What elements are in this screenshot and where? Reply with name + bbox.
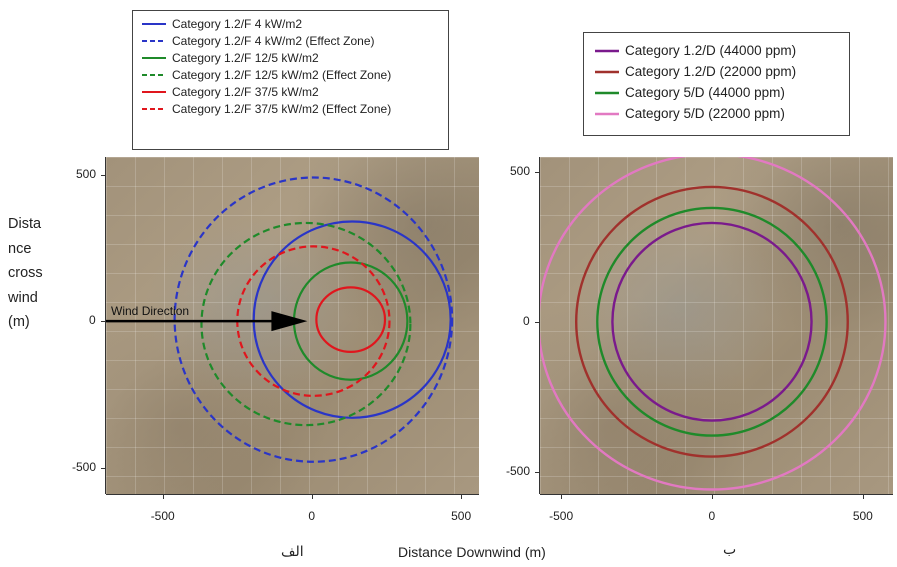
y-axis-line — [105, 157, 106, 494]
legend-label: Category 5/D (22000 ppm) — [625, 106, 785, 121]
legend-entry: Category 5/D (44000 ppm) — [594, 82, 843, 103]
legend-entry: Category 1.2/F 4 kW/m2 (Effect Zone) — [141, 32, 442, 49]
y-axis-label-line: wind — [8, 289, 38, 306]
x-tick-mark — [561, 494, 563, 499]
right-plot-area — [540, 157, 893, 494]
legend-label: Category 1.2/F 12/5 kW/m2 (Effect Zone) — [172, 67, 392, 82]
legend-label: Category 1.2/F 37/5 kW/m2 (Effect Zone) — [172, 101, 392, 116]
right-legend: Category 1.2/D (44000 ppm) Category 1.2/D… — [583, 32, 850, 136]
legend-label: Category 1.2/F 37/5 kW/m2 — [172, 84, 319, 99]
legend-entry: Category 1.2/F 12/5 kW/m2 — [141, 49, 442, 66]
x-axis-line — [540, 494, 893, 495]
legend-swatch — [142, 39, 166, 42]
series-contour-4 — [200, 221, 412, 427]
legend-label: Category 1.2/D (22000 ppm) — [625, 64, 797, 79]
x-tick-label: 0 — [308, 509, 316, 523]
series-contour-1 — [611, 221, 813, 422]
legend-entry: Category 1.2/F 12/5 kW/m2 (Effect Zone) — [141, 66, 442, 83]
x-tick-label: 500 — [451, 509, 472, 523]
legend-swatch — [595, 70, 619, 73]
x-tick-label: -500 — [150, 509, 175, 523]
y-axis-line — [539, 157, 540, 494]
legend-swatch — [595, 112, 619, 115]
y-tick-mark — [535, 321, 540, 323]
legend-swatch — [142, 22, 166, 25]
left-plot-svg — [106, 176, 454, 463]
y-axis-label-line: nce — [8, 240, 32, 257]
panel-label-left: الف — [281, 543, 304, 559]
x-tick-mark — [311, 494, 313, 499]
y-tick-mark — [535, 171, 540, 173]
y-tick-label: -500 — [506, 463, 531, 478]
x-tick-mark — [711, 494, 713, 499]
y-tick-mark — [101, 467, 106, 469]
series-contour-4 — [540, 157, 887, 491]
y-tick-mark — [101, 174, 106, 176]
y-tick-mark — [535, 471, 540, 473]
legend-swatch — [142, 56, 166, 59]
legend-entry: Category 1.2/D (44000 ppm) — [594, 40, 843, 61]
y-tick-label: 500 — [76, 166, 97, 181]
y-axis-label-line: cross — [8, 265, 43, 281]
wind-direction-label: Wind Direction — [111, 304, 190, 319]
legend-label: Category 1.2/D (44000 ppm) — [625, 43, 797, 58]
x-tick-label: 0 — [708, 509, 716, 523]
y-tick-label: 0 — [89, 313, 96, 328]
x-axis-label: Distance Downwind (m) — [398, 544, 546, 560]
y-axis-label: Dista nce cross wind (m) — [8, 216, 43, 339]
x-tick-mark — [461, 494, 463, 499]
panel-label-right: ب — [723, 541, 737, 557]
left-plot-grid — [106, 157, 479, 494]
legend-entry: Category 1.2/D (22000 ppm) — [594, 61, 843, 82]
legend-swatch — [142, 73, 166, 76]
y-tick-label: 500 — [510, 163, 531, 178]
wind-direction-arrow-head — [271, 311, 308, 332]
y-tick-label: 0 — [523, 313, 530, 328]
x-tick-mark — [162, 494, 164, 499]
right-plot-svg — [540, 157, 887, 491]
y-tick-label: -500 — [72, 459, 97, 474]
series-contour-1 — [252, 220, 452, 419]
series-contour-2 — [173, 176, 454, 463]
legend-entry: Category 1.2/F 37/5 kW/m2 (Effect Zone) — [141, 100, 442, 117]
x-tick-label: -500 — [549, 509, 574, 523]
legend-swatch — [595, 91, 619, 94]
legend-swatch — [142, 90, 166, 93]
series-contour-2 — [575, 185, 849, 458]
y-axis-label-line: Dista — [8, 216, 42, 232]
series-contour-5 — [315, 286, 387, 353]
left-plot-area — [106, 157, 479, 494]
legend-entry: Category 1.2/F 37/5 kW/m2 — [141, 83, 442, 100]
y-axis-label-line: (m) — [8, 314, 30, 330]
legend-entry: Category 1.2/F 4 kW/m2 — [141, 15, 442, 32]
y-tick-mark — [101, 321, 106, 323]
legend-label: Category 1.2/F 4 kW/m2 — [172, 16, 303, 31]
right-plot-grid — [540, 157, 893, 494]
legend-entry: Category 5/D (22000 ppm) — [594, 103, 843, 124]
legend-swatch — [142, 107, 166, 110]
left-legend: Category 1.2/F 4 kW/m2 Category 1.2/F 4 k… — [132, 10, 449, 150]
x-tick-mark — [862, 494, 864, 499]
legend-swatch — [595, 49, 619, 52]
legend-label: Category 5/D (44000 ppm) — [625, 85, 785, 100]
x-axis-line — [106, 494, 479, 495]
legend-label: Category 1.2/F 12/5 kW/m2 — [172, 50, 319, 65]
series-contour-3 — [596, 206, 828, 437]
legend-label: Category 1.2/F 4 kW/m2 (Effect Zone) — [172, 33, 375, 48]
x-tick-label: 500 — [852, 509, 873, 523]
